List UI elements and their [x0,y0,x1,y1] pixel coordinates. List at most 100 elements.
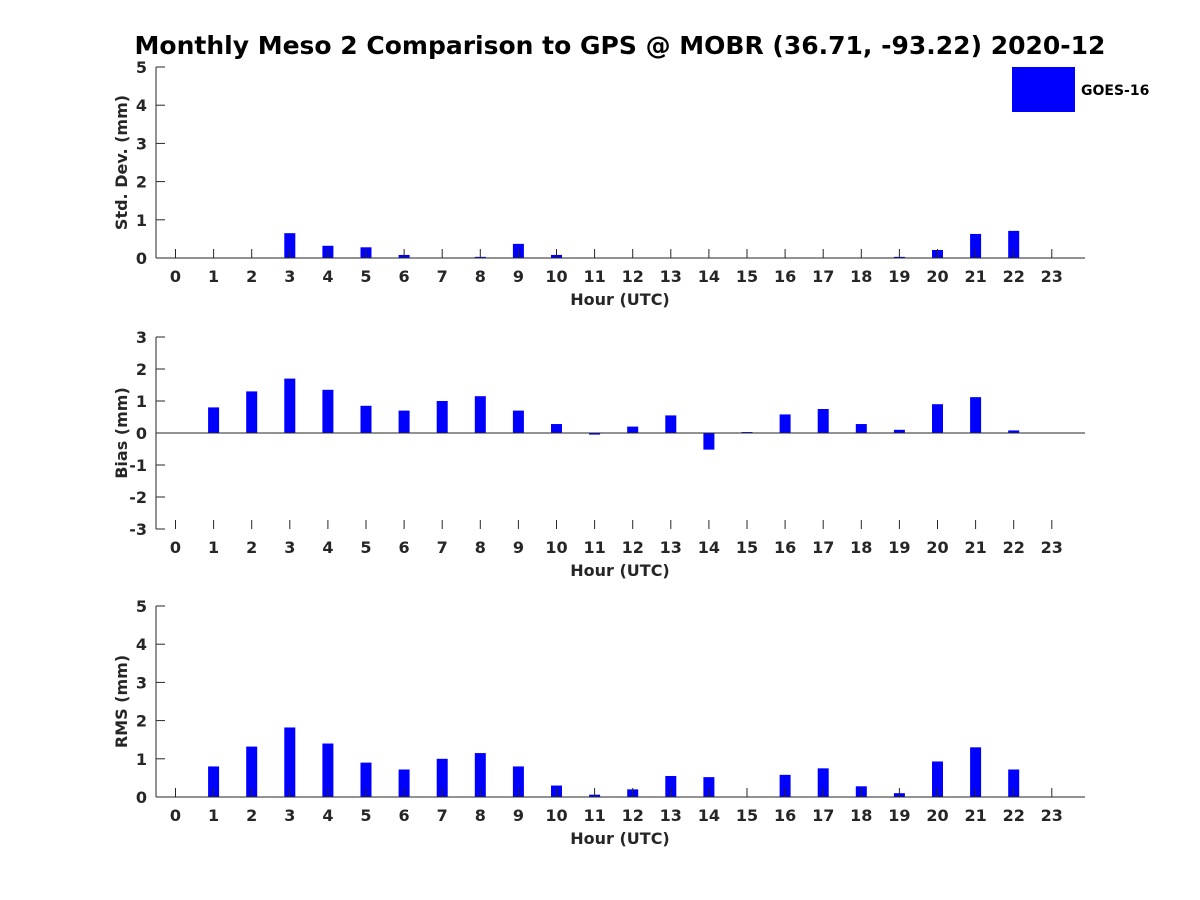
bar-std-dev-hour-3 [284,233,296,258]
y-tick-label-bias: -2 [129,488,147,507]
bar-rms-hour-3 [284,727,296,797]
x-tick-label-rms: 14 [698,806,720,825]
x-tick-label-bias: 1 [208,538,219,557]
bar-rms-hour-8 [474,753,486,797]
bar-std-dev-hour-21 [970,233,982,258]
legend: GOES-16 [1012,67,1149,112]
x-tick-label-rms: 6 [399,806,410,825]
x-tick-label-bias: 6 [399,538,410,557]
bar-rms-hour-16 [779,774,791,797]
x-tick-label-bias: 23 [1041,538,1063,557]
bar-bias-hour-22 [1008,430,1020,433]
bar-bias-hour-16 [779,414,791,433]
x-tick-label-bias: 13 [660,538,682,557]
y-tick-label-rms: 2 [136,712,147,731]
y-tick-label-std-dev: 0 [136,249,147,268]
bar-rms-hour-22 [1008,769,1020,797]
x-tick-label-std-dev: 7 [437,267,448,286]
x-tick-label-rms: 21 [964,806,986,825]
y-tick-label-rms: 1 [136,750,147,769]
x-tick-label-rms: 16 [774,806,796,825]
bar-rms-hour-20 [932,761,943,797]
bar-bias-hour-2 [246,391,258,433]
x-tick-label-rms: 3 [284,806,295,825]
y-tick-label-bias: 2 [136,360,147,379]
bar-std-dev-hour-22 [1008,230,1020,258]
bar-bias-hour-9 [512,410,524,433]
x-tick-label-std-dev: 0 [170,267,181,286]
bar-rms-hour-2 [246,746,258,797]
legend-label-goes-16: GOES-16 [1081,83,1149,99]
bar-rms-hour-4 [322,743,334,797]
bar-bias-hour-1 [208,407,220,433]
bar-bias-hour-3 [284,378,296,433]
bar-bias-hour-17 [817,409,829,433]
x-tick-label-std-dev: 2 [246,267,257,286]
bar-rms-hour-9 [512,766,524,797]
x-tick-label-std-dev: 10 [545,267,567,286]
x-tick-label-std-dev: 22 [1003,267,1025,286]
x-tick-label-std-dev: 23 [1041,267,1063,286]
x-tick-label-std-dev: 4 [322,267,333,286]
x-axis-label-rms: Hour (UTC) [570,829,670,848]
y-tick-label-bias: 3 [136,328,147,347]
bar-bias-hour-20 [932,404,943,433]
x-tick-label-std-dev: 9 [513,267,524,286]
y-tick-label-std-dev: 1 [136,211,147,230]
x-tick-label-rms: 13 [660,806,682,825]
x-tick-label-std-dev: 13 [660,267,682,286]
x-tick-label-std-dev: 21 [964,267,986,286]
x-tick-label-rms: 1 [208,806,219,825]
bar-bias-hour-11 [589,433,601,435]
bar-rms-hour-21 [970,747,982,797]
y-tick-label-rms: 0 [136,788,147,807]
bar-rms-hour-1 [208,766,220,797]
y-axis-label-std-dev: Std. Dev. (mm) [112,95,131,230]
x-tick-label-bias: 15 [736,538,758,557]
x-tick-label-std-dev: 3 [284,267,295,286]
y-tick-label-bias: 1 [136,392,147,411]
x-tick-label-rms: 0 [170,806,181,825]
bar-rms-hour-17 [817,768,829,797]
bar-bias-hour-4 [322,389,334,433]
bar-rms-hour-6 [398,769,410,797]
x-tick-label-rms: 12 [622,806,644,825]
x-tick-label-rms: 23 [1041,806,1063,825]
x-tick-label-std-dev: 15 [736,267,758,286]
x-tick-label-bias: 18 [850,538,872,557]
x-tick-label-rms: 18 [850,806,872,825]
y-tick-label-std-dev: 3 [136,134,147,153]
bar-bias-hour-19 [893,429,905,433]
x-tick-label-std-dev: 6 [399,267,410,286]
x-tick-label-rms: 19 [888,806,910,825]
x-tick-label-rms: 2 [246,806,257,825]
x-tick-label-bias: 10 [545,538,567,557]
bar-rms-hour-7 [436,758,448,797]
bar-bias-hour-10 [551,424,562,433]
x-tick-label-std-dev: 18 [850,267,872,286]
x-tick-label-bias: 9 [513,538,524,557]
x-tick-label-std-dev: 17 [812,267,834,286]
x-tick-label-rms: 11 [583,806,605,825]
bar-bias-hour-8 [474,396,486,433]
y-tick-label-std-dev: 2 [136,173,147,192]
x-tick-label-rms: 8 [475,806,486,825]
x-tick-label-std-dev: 16 [774,267,796,286]
x-tick-label-std-dev: 1 [208,267,219,286]
y-axis-label-bias: Bias (mm) [112,387,131,479]
x-tick-label-bias: 7 [437,538,448,557]
y-tick-label-bias: 0 [136,424,147,443]
x-tick-label-bias: 5 [360,538,371,557]
x-axis-label-bias: Hour (UTC) [570,561,670,580]
bar-rms-hour-5 [360,762,372,797]
bar-bias-hour-7 [436,401,448,433]
x-tick-label-bias: 17 [812,538,834,557]
x-tick-label-bias: 3 [284,538,295,557]
x-tick-label-std-dev: 11 [583,267,605,286]
x-tick-label-bias: 16 [774,538,796,557]
x-tick-label-std-dev: 19 [888,267,910,286]
